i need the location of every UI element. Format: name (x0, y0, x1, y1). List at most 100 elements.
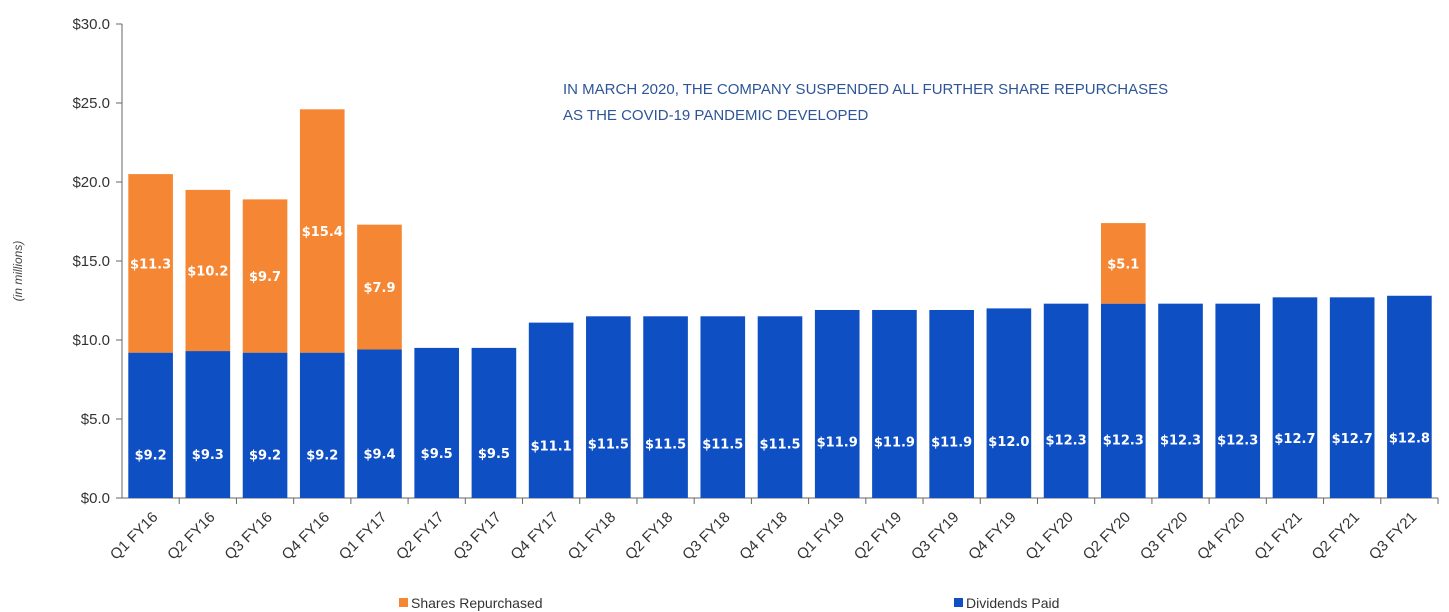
data-label-shares-repurchased: $7.9 (363, 281, 395, 296)
x-tick-label: Q2 FY20 (1080, 509, 1134, 563)
data-label-dividends-paid: $12.3 (1217, 434, 1258, 449)
legend-label-dividends-paid: Dividends Paid (966, 595, 1059, 611)
data-label-dividends-paid: $11.1 (531, 439, 572, 454)
y-tick-label: $30.0 (72, 16, 110, 33)
annotation-line-2: AS THE COVID-19 PANDEMIC DEVELOPED (563, 107, 869, 124)
bar-dividends-paid (1100, 303, 1146, 498)
y-tick-label: $25.0 (72, 95, 110, 112)
data-label-dividends-paid: $9.4 (363, 447, 395, 462)
bar-shares-repurchased (1100, 223, 1146, 304)
x-tick-label: Q2 FY18 (622, 509, 676, 563)
bar-dividends-paid (1272, 297, 1318, 498)
y-tick-label: $20.0 (72, 174, 110, 191)
bar-dividends-paid (414, 347, 460, 498)
bar-shares-repurchased (242, 199, 288, 353)
legend-swatch-dividends-paid (954, 598, 963, 607)
bar-dividends-paid (128, 352, 173, 498)
x-tick-label: Q1 FY21 (1251, 509, 1305, 563)
bar-dividends-paid (986, 308, 1032, 498)
data-label-shares-repurchased: $5.1 (1107, 257, 1139, 272)
bar-shares-repurchased (185, 189, 231, 352)
x-tick-label: Q3 FY19 (908, 509, 962, 563)
bar-dividends-paid (528, 322, 574, 498)
bars (128, 109, 1432, 498)
bar-dividends-paid (185, 351, 231, 498)
data-label-shares-repurchased: $9.7 (249, 270, 281, 285)
x-tick-label: Q4 FY19 (965, 509, 1019, 563)
data-label-dividends-paid: $11.9 (817, 436, 858, 451)
data-label-dividends-paid: $11.9 (874, 436, 915, 451)
bar-dividends-paid (1043, 303, 1089, 498)
data-label-shares-repurchased: $11.3 (130, 257, 171, 272)
x-tick-label: Q1 FY20 (1022, 509, 1076, 563)
data-label-dividends-paid: $9.2 (135, 448, 167, 463)
y-tick-label: $0.0 (81, 490, 110, 507)
data-label-dividends-paid: $9.2 (306, 448, 338, 463)
x-tick-label: Q4 FY17 (507, 509, 561, 563)
x-tick-label: Q1 FY17 (336, 509, 390, 563)
bar-shares-repurchased (299, 109, 345, 353)
y-tick-labels: $0.0 $5.0 $10.0 $15.0 $20.0 $25.0 $30.0 (72, 16, 110, 507)
legend-swatch-shares-repurchased (399, 598, 408, 607)
data-label-dividends-paid: $12.8 (1389, 431, 1430, 446)
bar-shares-repurchased (357, 224, 402, 350)
bar-dividends-paid (357, 349, 402, 498)
bar-dividends-paid (1215, 303, 1261, 498)
y-tick-label: $5.0 (81, 411, 110, 428)
bar-dividends-paid (700, 316, 746, 498)
y-tick-label: $15.0 (72, 253, 110, 270)
data-label-shares-repurchased: $15.4 (302, 225, 343, 240)
data-label-dividends-paid: $9.3 (192, 448, 224, 463)
data-label-dividends-paid: $12.3 (1103, 434, 1144, 449)
y-tick-label: $10.0 (72, 332, 110, 349)
x-tick-labels: Q1 FY16 Q2 FY16 Q3 FY16 Q4 FY16 Q1 FY17 Q2 FY… (107, 509, 1420, 563)
data-label-dividends-paid: $12.3 (1160, 434, 1201, 449)
x-tick-label: Q2 FY16 (164, 509, 218, 563)
bar-dividends-paid (1158, 303, 1203, 498)
data-label-dividends-paid: $11.5 (645, 437, 686, 452)
bar-dividends-paid (1329, 297, 1375, 498)
x-tick-label: Q3 FY21 (1366, 509, 1420, 563)
x-tick-label: Q1 FY16 (107, 509, 161, 563)
data-label-dividends-paid: $12.7 (1274, 432, 1315, 447)
x-tick-label: Q3 FY17 (450, 509, 504, 563)
data-label-dividends-paid: $9.2 (249, 448, 281, 463)
data-labels: $9.2 $11.3 $9.3 $10.2 $9.2 $9.7 $9.2 $15.4 $9.4 $… (130, 225, 1430, 463)
data-label-dividends-paid: $11.9 (931, 436, 972, 451)
bar-dividends-paid (643, 316, 688, 498)
data-label-dividends-paid: $12.0 (988, 435, 1029, 450)
bar-dividends-paid (471, 347, 517, 498)
x-tick-label: Q3 FY20 (1137, 509, 1191, 563)
bar-shares-repurchased (128, 174, 173, 353)
data-label-dividends-paid: $9.5 (478, 447, 510, 462)
y-axis-label: (in millions) (11, 241, 25, 302)
x-tick-label: Q2 FY19 (851, 509, 905, 563)
data-label-dividends-paid: $11.5 (702, 437, 743, 452)
bar-dividends-paid (242, 352, 288, 498)
x-tick-label: Q2 FY21 (1309, 509, 1363, 563)
x-tick-label: Q4 FY16 (279, 509, 333, 563)
x-tick-label: Q3 FY18 (679, 509, 733, 563)
x-tick-label: Q4 FY20 (1194, 509, 1248, 563)
data-label-dividends-paid: $12.3 (1046, 434, 1087, 449)
bar-dividends-paid (299, 352, 345, 498)
bar-dividends-paid (929, 309, 974, 498)
data-label-dividends-paid: $11.5 (588, 437, 629, 452)
bar-dividends-paid (586, 316, 631, 498)
data-label-dividends-paid: $9.5 (421, 447, 453, 462)
bar-dividends-paid (757, 316, 803, 498)
data-label-dividends-paid: $12.7 (1332, 432, 1373, 447)
data-label-shares-repurchased: $10.2 (187, 264, 228, 279)
bar-dividends-paid (814, 309, 860, 498)
bar-dividends-paid (872, 309, 917, 498)
x-tick-label: Q1 FY18 (565, 509, 619, 563)
x-tick-label: Q2 FY17 (393, 509, 447, 563)
data-label-dividends-paid: $11.5 (759, 437, 800, 452)
legend: Shares Repurchased Dividends Paid (399, 595, 1059, 611)
x-tick-label: Q3 FY16 (221, 509, 275, 563)
legend-label-shares-repurchased: Shares Repurchased (411, 595, 543, 611)
bar-dividends-paid (1387, 295, 1432, 498)
x-tick-label: Q4 FY18 (736, 509, 790, 563)
x-tick-label: Q1 FY19 (794, 509, 848, 563)
